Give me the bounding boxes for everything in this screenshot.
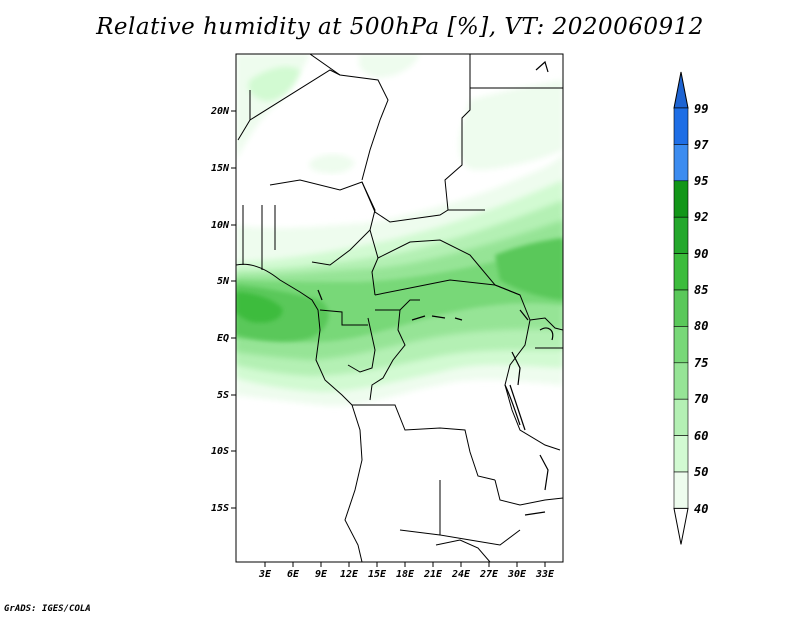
rh-40-nw-cloud — [358, 54, 420, 78]
rh-80-east — [495, 238, 563, 300]
lon-label-24e: 24E — [451, 569, 471, 580]
lat-label-5n: 5N — [217, 276, 230, 287]
lat-label-15s: 15S — [211, 503, 229, 514]
colorbar-segment-90-92 — [673, 216, 689, 254]
latitude-labels: 20N 15N 10N 5N EQ 5S 10S 15S — [210, 106, 230, 514]
rh-40-center — [309, 154, 355, 174]
colorbar-segments — [673, 71, 689, 545]
humidity-shading — [236, 54, 563, 406]
colorbar-label-40: 40 — [694, 502, 708, 516]
lat-label-5s: 5S — [217, 390, 229, 401]
colorbar-label-80: 80 — [694, 319, 708, 333]
colorbar-label-50: 50 — [694, 465, 708, 479]
rh-50-north — [248, 66, 300, 101]
colorbar-segment-80-85 — [673, 289, 689, 327]
colorbar-label-92: 92 — [694, 210, 708, 224]
colorbar-labels: 99 97 95 92 90 85 80 75 70 60 50 40 — [694, 102, 709, 516]
colorbar-segment-40-50 — [673, 471, 689, 509]
colorbar-segment-95-97 — [673, 144, 689, 182]
colorbar: 99 97 95 92 90 85 80 75 70 60 50 40 — [673, 71, 709, 545]
lon-label-15e: 15E — [368, 569, 387, 580]
colorbar-segment-75-80 — [673, 326, 689, 364]
colorbar-label-70: 70 — [694, 392, 708, 406]
lon-label-12e: 12E — [340, 569, 359, 580]
lat-label-20n: 20N — [210, 106, 230, 117]
lat-label-15n: 15N — [211, 163, 230, 174]
colorbar-label-60: 60 — [694, 429, 708, 443]
lon-label-33e: 33E — [535, 569, 555, 580]
colorbar-label-90: 90 — [694, 247, 708, 261]
rh-85-region — [236, 292, 283, 323]
map-title: Relative humidity at 500hPa [%], VT: 202… — [96, 14, 704, 40]
colorbar-label-95: 95 — [694, 174, 708, 188]
colorbar-segment-above-99 — [673, 71, 689, 109]
lon-label-27e: 27E — [479, 569, 499, 580]
colorbar-segment-50-60 — [673, 435, 689, 473]
colorbar-segment-60-70 — [673, 398, 689, 436]
colorbar-segment-92-95 — [673, 180, 689, 218]
colorbar-label-85: 85 — [694, 283, 708, 297]
colorbar-label-75: 75 — [694, 356, 708, 370]
lat-label-eq: EQ — [217, 333, 229, 344]
map-frame — [235, 53, 564, 563]
colorbar-segment-97-99 — [673, 107, 689, 145]
latitude-axis — [231, 110, 236, 509]
lon-label-3e: 3E — [258, 569, 272, 580]
lon-label-6e: 6E — [287, 569, 300, 580]
lon-label-21e: 21E — [423, 569, 443, 580]
lon-label-9e: 9E — [315, 569, 328, 580]
colorbar-label-99: 99 — [694, 102, 708, 116]
longitude-axis — [264, 562, 546, 567]
lon-label-30e: 30E — [507, 569, 527, 580]
colorbar-label-97: 97 — [694, 138, 709, 152]
colorbar-segment-85-90 — [673, 253, 689, 291]
longitude-labels: 3E 6E 9E 12E 15E 18E 21E 24E 27E 30E 33E — [258, 569, 555, 580]
lon-label-18e: 18E — [396, 569, 415, 580]
rh-40-ne — [459, 80, 563, 171]
grads-credit: GrADS: IGES/COLA — [4, 604, 91, 614]
colorbar-segment-70-75 — [673, 362, 689, 400]
lat-label-10n: 10N — [211, 220, 230, 231]
colorbar-segment-below-40 — [673, 507, 689, 545]
lat-label-10s: 10S — [211, 446, 229, 457]
country-borders — [236, 54, 563, 562]
lakes — [317, 60, 554, 516]
